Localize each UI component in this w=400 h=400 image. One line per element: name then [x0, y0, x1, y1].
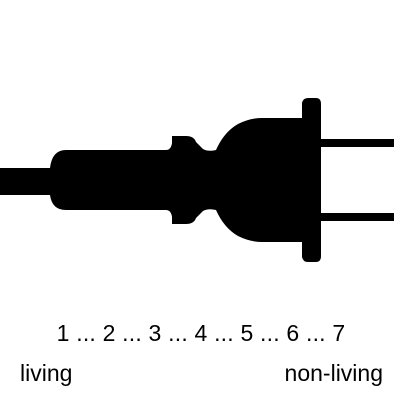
scale-point-1: 1 — [56, 320, 70, 346]
scale-numbers: 1 ... 2 ... 3 ... 4 ... 5 ... 6 ... 7 — [0, 318, 400, 348]
scale-point-4: 4 — [194, 320, 208, 346]
plug-prong-top — [318, 139, 394, 147]
scale-separator: ... — [115, 320, 149, 346]
scale-separator: ... — [207, 320, 241, 346]
scale-separator: ... — [299, 320, 333, 346]
scale-point-7: 7 — [332, 320, 346, 346]
scale-point-6: 6 — [286, 320, 300, 346]
electrical-plug-icon — [0, 98, 394, 262]
scale-point-5: 5 — [240, 320, 254, 346]
plug-body — [0, 98, 321, 262]
plug-prong-bottom — [318, 213, 394, 221]
scale-separator: ... — [161, 320, 195, 346]
scale-point-3: 3 — [148, 320, 162, 346]
scale-label-non-living: non-living — [284, 360, 383, 386]
plug-figure — [0, 98, 394, 262]
scale-label-living: living — [20, 360, 73, 386]
scale-separator: ... — [69, 320, 103, 346]
scale-separator: ... — [253, 320, 287, 346]
rating-scale: 1 ... 2 ... 3 ... 4 ... 5 ... 6 ... 7 li… — [0, 318, 400, 390]
scale-point-2: 2 — [102, 320, 116, 346]
